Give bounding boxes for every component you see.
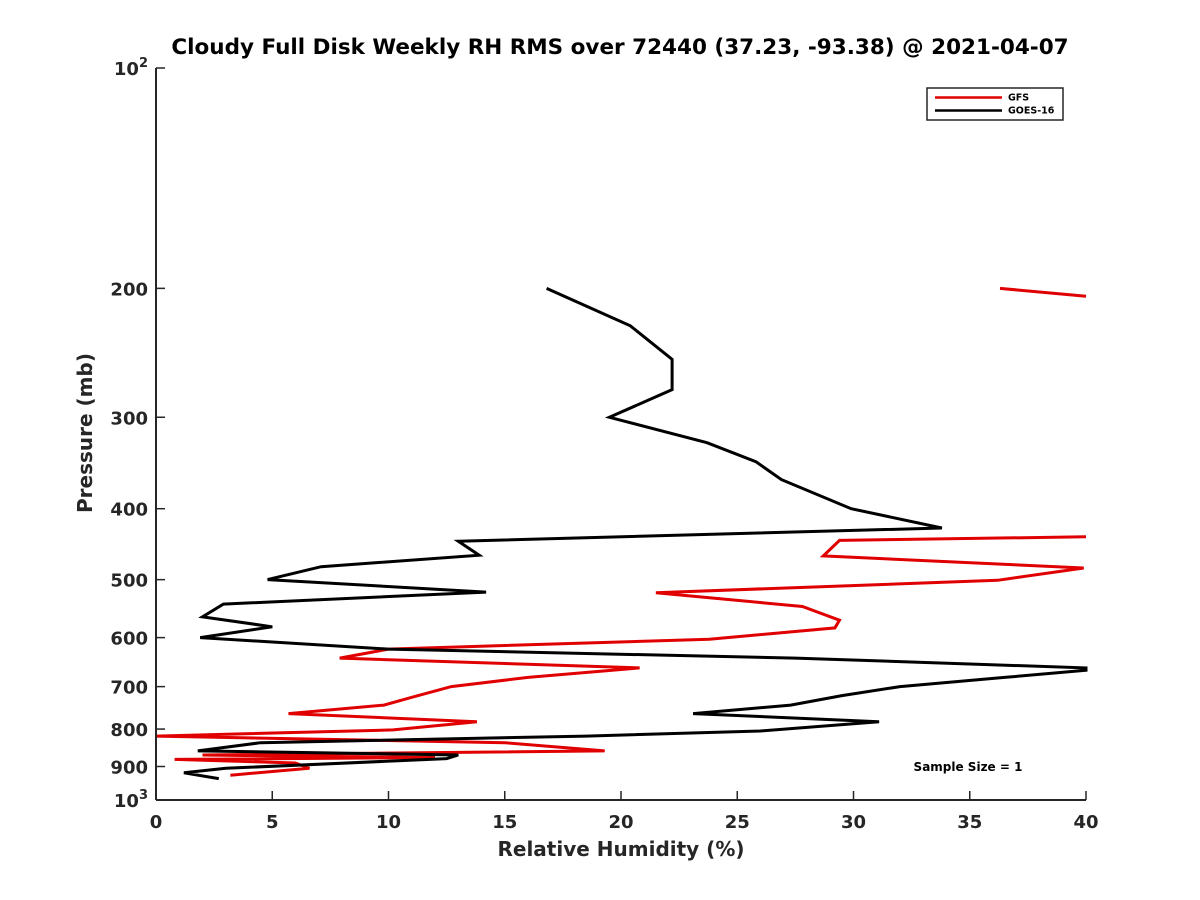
x-tick-label: 35: [957, 812, 982, 833]
x-tick-label: 10: [376, 812, 401, 833]
x-ticks: 0 5 10 15 20 25 30 35 40: [150, 791, 1099, 833]
y-ticks: 102 200 300 400 500 600 700 800 900 103: [110, 56, 165, 812]
legend: GFS GOES-16: [926, 87, 1064, 121]
x-tick-label: 15: [492, 812, 517, 833]
series-line-goes-16-0: [183, 287, 1088, 781]
y-tick-label: 102: [114, 56, 148, 80]
y-tick-label: 300: [110, 408, 148, 429]
series-line-gfs-1: [155, 535, 1087, 777]
y-tick-label: 200: [110, 279, 148, 300]
x-tick-label: 0: [150, 812, 163, 833]
x-axis-label: Relative Humidity (%): [497, 837, 744, 861]
y-axis-label: Pressure (mb): [73, 353, 97, 513]
x-tick-label: 25: [725, 812, 750, 833]
y-tick-label: 103: [114, 788, 148, 812]
y-tick-label: 500: [110, 571, 148, 592]
sample-size-annotation: Sample Size = 1: [914, 760, 1023, 774]
x-tick-label: 40: [1073, 812, 1098, 833]
series-layer: [155, 286, 1088, 781]
legend-label-gfs: GFS: [1008, 93, 1029, 104]
series-line-gfs-0: [999, 286, 1087, 298]
x-tick-label: 30: [841, 812, 866, 833]
chart-title: Cloudy Full Disk Weekly RH RMS over 7244…: [171, 35, 1068, 60]
y-tick-label: 900: [110, 758, 148, 779]
y-tick-label: 600: [110, 629, 148, 650]
legend-box: [926, 87, 1064, 121]
x-tick-label: 20: [608, 812, 633, 833]
y-tick-label: 800: [110, 720, 148, 741]
x-tick-label: 5: [266, 812, 279, 833]
y-tick-label: 700: [110, 678, 148, 699]
axes: [155, 68, 1086, 801]
legend-label-goes16: GOES-16: [1008, 106, 1055, 117]
y-tick-label: 400: [110, 500, 148, 521]
